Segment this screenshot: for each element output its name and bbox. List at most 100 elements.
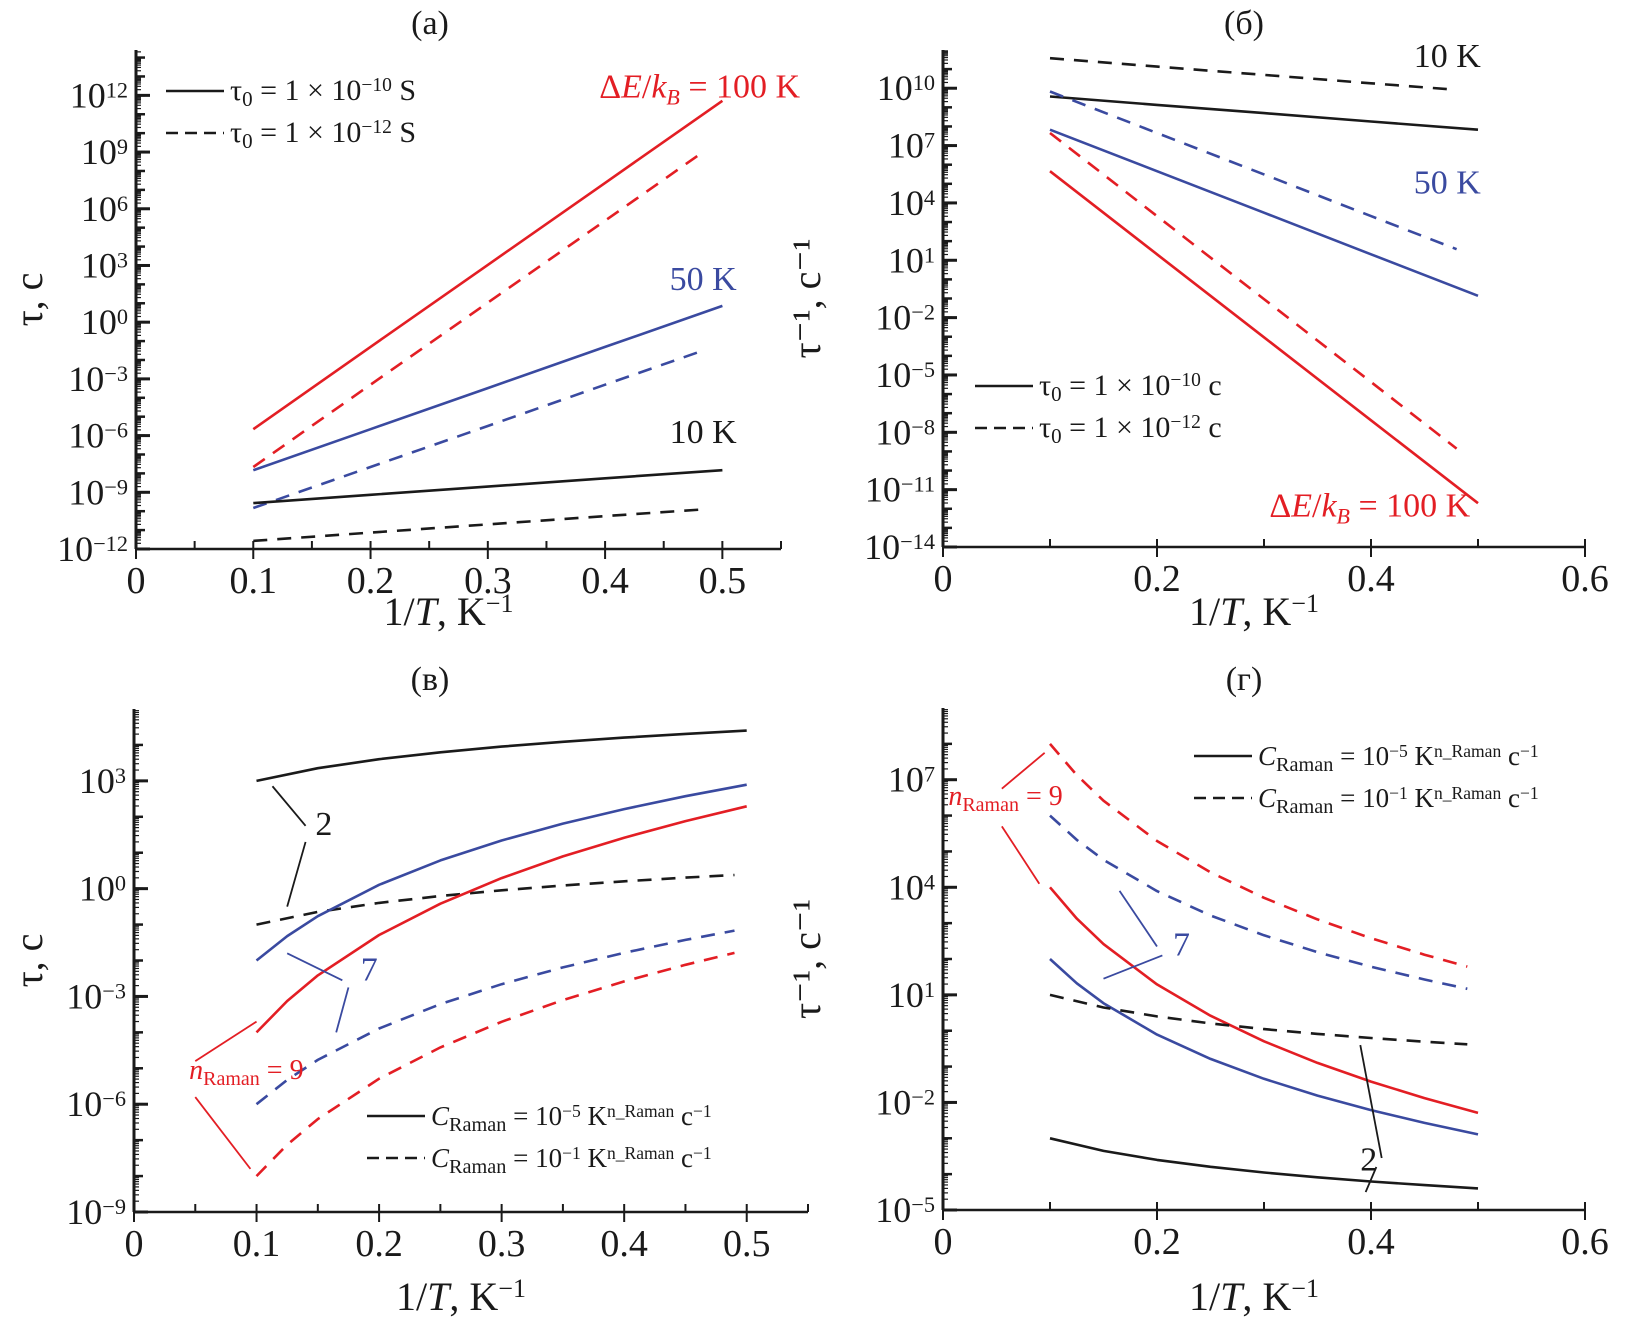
legend-label: τ0 = 1 × 10−12 S <box>230 116 416 153</box>
annotation: 2 <box>315 806 332 843</box>
y-axis-label: τ⁻¹, c⁻¹ <box>784 238 829 358</box>
series-line <box>1049 128 1479 298</box>
legend: CRaman = 10−5 Kn_Raman c−1 CRaman = 10−1 … <box>1194 741 1539 818</box>
series-line <box>255 929 735 1106</box>
y-tick-label: 10−9 <box>68 472 128 512</box>
x-axis-label: 1/T, K−1 <box>1189 1274 1319 1319</box>
leader-line <box>1001 825 1041 885</box>
leader-line <box>1103 954 1163 980</box>
x-tick-label: 0.5 <box>723 1223 771 1265</box>
x-tick-label: 0.6 <box>1561 1221 1609 1263</box>
y-tick-label: 101 <box>888 975 935 1015</box>
y-tick-label: 104 <box>888 183 935 223</box>
y-tick-label: 10−14 <box>864 527 935 567</box>
y-tick-label: 10−3 <box>68 359 128 399</box>
panel-title: (в) <box>411 661 450 698</box>
legend: τ0 = 1 × 10−10 S τ0 = 1 × 10−12 S <box>166 74 416 153</box>
x-tick-label: 0.2 <box>1133 1221 1181 1263</box>
y-tick-label: 10−5 <box>875 355 935 395</box>
y-tick-label: 10−9 <box>66 1192 126 1232</box>
y-tick-label: 107 <box>888 126 935 166</box>
leader-line <box>1364 1166 1378 1193</box>
y-tick-label: 100 <box>79 869 126 909</box>
x-tick-label: 0 <box>934 1221 953 1263</box>
x-tick-label: 0.2 <box>355 1223 403 1265</box>
x-tick-label: 0 <box>934 558 953 600</box>
y-tick-label: 106 <box>81 189 128 229</box>
x-axis-label: 1/T, K−1 <box>1189 589 1319 634</box>
series-line <box>252 304 723 472</box>
legend-label: CRaman = 10−1 Kn_Raman c−1 <box>1258 783 1539 818</box>
series-line <box>256 729 747 783</box>
legend-label: CRaman = 10−1 Kn_Raman c−1 <box>431 1143 712 1178</box>
panel-title: (a) <box>411 5 449 42</box>
x-tick-label: 0 <box>127 560 146 602</box>
y-tick-label: 103 <box>81 245 128 285</box>
leader-line <box>194 1096 252 1170</box>
legend-label: CRaman = 10−5 Kn_Raman c−1 <box>1258 741 1539 776</box>
legend-label: τ0 = 1 × 10−12 c <box>1039 411 1222 448</box>
y-tick-label: 104 <box>888 867 935 907</box>
series-line <box>252 153 700 469</box>
leader-line <box>1118 890 1158 947</box>
y-tick-label: 109 <box>81 132 128 172</box>
panel-title: (б) <box>1224 5 1264 42</box>
series-line <box>1049 886 1479 1115</box>
legend-label: τ0 = 1 × 10−10 c <box>1039 369 1222 406</box>
x-tick-label: 0.3 <box>464 560 512 602</box>
y-tick-label: 10−8 <box>875 412 935 452</box>
y-tick-label: 107 <box>888 760 935 800</box>
x-axis-label: 1/T, K−1 <box>396 1274 526 1319</box>
series-line <box>253 468 723 505</box>
series-line <box>256 873 735 926</box>
panel-title: (г) <box>1226 661 1263 698</box>
x-tick-label: 0.4 <box>1347 558 1395 600</box>
series-line <box>1049 993 1468 1046</box>
annotation: ΔE/kB = 100 K <box>599 68 800 109</box>
annotation: 7 <box>361 951 378 988</box>
y-tick-label: 1010 <box>877 68 935 108</box>
panel-d: (г) 10−5 10−2 101 104 107 0 0.2 0.4 0.6 1/T, K−1 τ⁻… <box>784 661 1609 1319</box>
series-line <box>255 783 747 962</box>
leader-line <box>286 952 343 982</box>
y-tick-label: 10−11 <box>865 470 935 510</box>
annotation: 7 <box>1173 926 1190 963</box>
y-tick-label: 101 <box>888 240 935 280</box>
annotation: nRaman = 9 <box>189 1055 303 1090</box>
x-tick-label: 0.4 <box>600 1223 648 1265</box>
annotation: 2 <box>1360 1142 1377 1179</box>
legend-label: τ0 = 1 × 10−10 S <box>230 74 416 111</box>
x-tick-label: 0.4 <box>1347 1221 1395 1263</box>
leader-line <box>1001 752 1046 790</box>
series-line <box>1049 958 1479 1136</box>
x-tick-label: 0.5 <box>699 560 747 602</box>
legend-label: CRaman = 10−5 Kn_Raman c−1 <box>431 1101 712 1136</box>
x-tick-label: 0.1 <box>230 560 278 602</box>
annotation: 50 K <box>670 261 738 298</box>
y-tick-label: 10−6 <box>66 1084 126 1124</box>
y-axis-label: τ, c <box>6 934 51 988</box>
y-tick-label: 10−2 <box>875 1082 935 1122</box>
x-tick-label: 0.2 <box>1133 558 1181 600</box>
y-tick-label: 100 <box>81 302 128 342</box>
y-axis-label: τ⁻¹, c⁻¹ <box>784 899 829 1019</box>
series-line <box>255 805 748 1034</box>
y-tick-label: 10−2 <box>875 298 935 338</box>
series-line <box>1049 131 1458 450</box>
legend: τ0 = 1 × 10−10 c τ0 = 1 × 10−12 c <box>975 369 1222 448</box>
series-line <box>253 508 699 543</box>
leader-line <box>335 987 350 1033</box>
annotation: 10 K <box>670 414 738 451</box>
panel-a: (a) 10−12 10−9 10−6 10−3 100 103 106 109 1012 0 0.1… <box>6 5 801 634</box>
y-tick-label: 1012 <box>70 75 128 115</box>
y-tick-label: 10−5 <box>875 1190 935 1230</box>
leader-line <box>1359 1044 1383 1159</box>
y-tick-label: 10−6 <box>68 416 128 456</box>
series-line <box>252 350 700 510</box>
annotation: 50 K <box>1414 164 1482 201</box>
y-tick-label: 103 <box>79 761 126 801</box>
y-tick-label: 10−12 <box>57 529 128 569</box>
panel-b: (б) 10−14 10−11 10−8 10−5 10−2 101 104 107 1010 0 0… <box>784 5 1609 634</box>
series-line <box>1049 814 1468 991</box>
